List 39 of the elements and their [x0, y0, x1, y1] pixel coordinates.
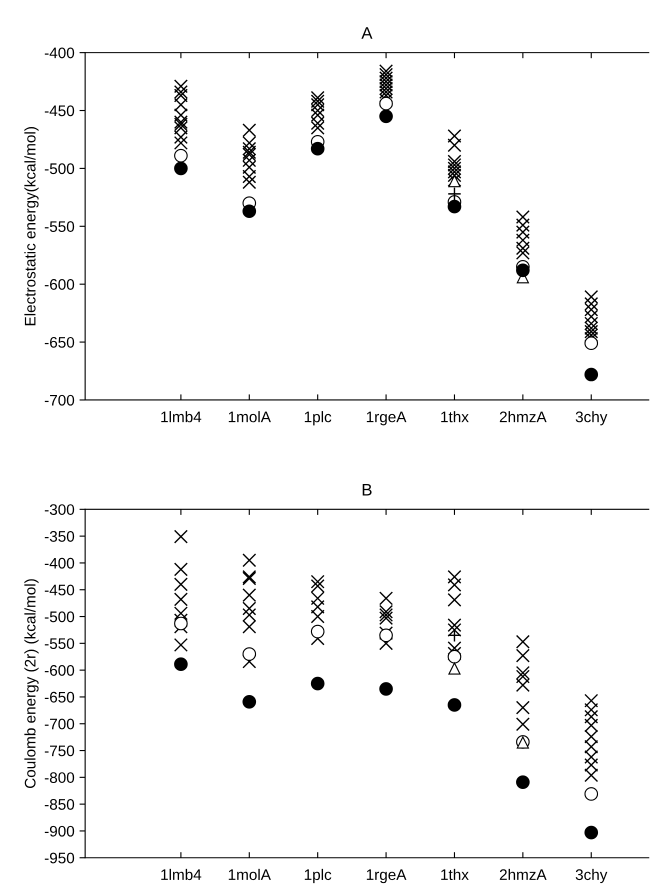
- x-tick-label: 1thx: [441, 868, 469, 880]
- y-tick-label: -450: [44, 105, 74, 116]
- y-tick-label: -700: [44, 718, 74, 730]
- x-tick-label: 1lmb4: [161, 411, 202, 422]
- y-tick-label: -600: [44, 279, 74, 290]
- x-tick-label: 1lmb4: [161, 868, 202, 880]
- y-tick-label: -550: [44, 638, 74, 650]
- x-tick-label: 1rgeA: [366, 412, 406, 426]
- y-tick-label: -350: [44, 531, 74, 542]
- y-tick-label: -500: [44, 611, 74, 622]
- y-tick-label: -800: [44, 772, 74, 784]
- y-axis-title: Coulomb energy (2r) (kcal/mol): [24, 579, 39, 788]
- y-tick-label: -750: [44, 745, 74, 756]
- y-tick-label: -550: [44, 221, 74, 232]
- x-tick-label: 1molA: [228, 868, 271, 880]
- y-tick-label: -650: [44, 336, 74, 348]
- y-tick-label: -300: [44, 504, 74, 516]
- y-tick-label: -400: [44, 558, 74, 569]
- x-tick-label: 1rgeA: [366, 869, 406, 884]
- x-tick-label: 1molA: [228, 411, 271, 422]
- x-tick-label: 1plc: [304, 411, 332, 426]
- y-tick-label: -500: [44, 163, 74, 174]
- x-tick-label: 1plc: [304, 868, 332, 884]
- y-tick-label: -450: [44, 584, 74, 596]
- y-tick-label: -850: [44, 799, 74, 810]
- y-tick-label: -600: [44, 665, 74, 676]
- chart-title: B: [362, 484, 372, 496]
- x-tick-label: 1thx: [441, 411, 469, 422]
- x-tick-label: 2hmzA: [500, 411, 547, 422]
- y-tick-label: -400: [44, 47, 74, 58]
- x-tick-label: 2hmzA: [500, 868, 547, 880]
- y-axis-title: Electrostatic energy(kcal/mol): [24, 127, 39, 326]
- x-tick-label: 3chy: [576, 411, 608, 426]
- x-tick-label: 3chy: [576, 868, 608, 884]
- y-tick-label: -950: [44, 852, 74, 864]
- y-tick-label: -700: [44, 394, 74, 406]
- y-tick-label: -650: [44, 692, 74, 703]
- chart-title: A: [361, 27, 372, 39]
- y-tick-label: -900: [44, 826, 74, 837]
